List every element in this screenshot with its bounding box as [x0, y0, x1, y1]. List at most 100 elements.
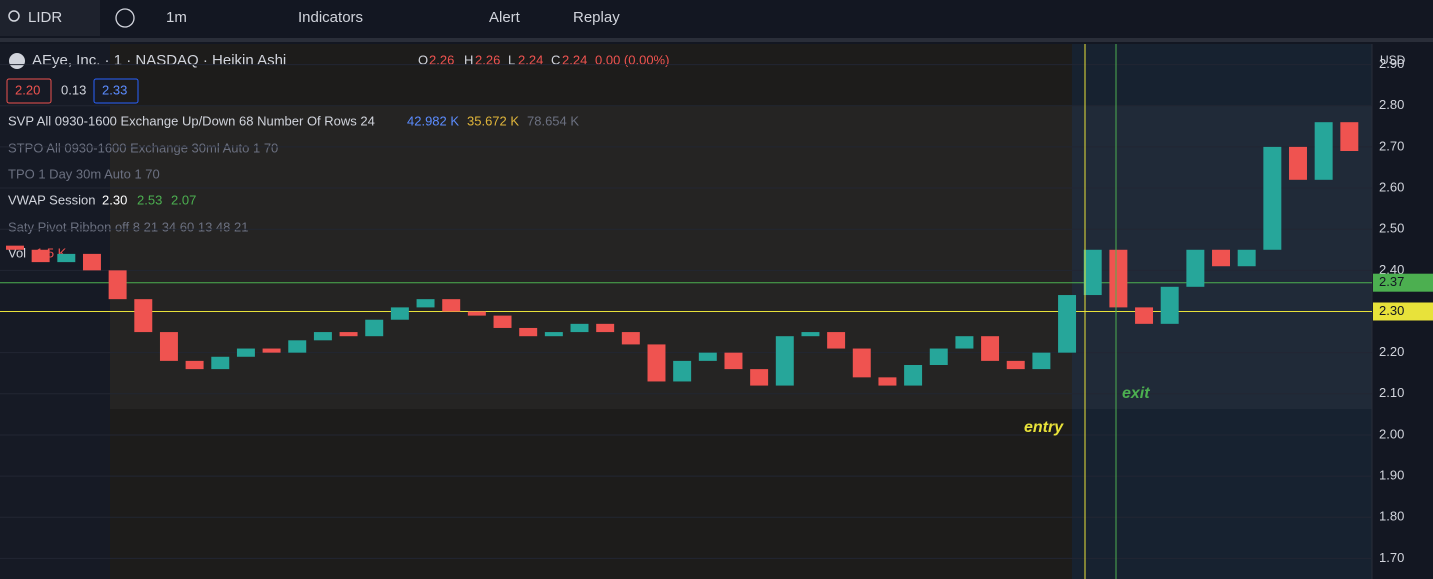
vwap-lower: 2.07 — [171, 192, 196, 207]
y-tick-label: 2.80 — [1379, 97, 1404, 112]
currency[interactable]: USD — [1380, 53, 1406, 67]
candle-body — [134, 299, 153, 333]
symbol[interactable]: LIDR — [28, 9, 62, 26]
candle-body — [1263, 146, 1282, 250]
tpo-legend: TPO 1 Day 30m Auto 1 70 — [8, 166, 160, 181]
candle-body — [519, 327, 538, 337]
interval[interactable]: 1m — [166, 9, 187, 26]
candle-body — [57, 253, 76, 263]
candle-body — [647, 344, 666, 382]
h-label: H — [464, 52, 473, 67]
y-tick-label: 2.50 — [1379, 221, 1404, 236]
level-tag — [1373, 302, 1433, 321]
candle-body — [827, 332, 846, 349]
candle-body — [467, 311, 486, 316]
ask[interactable]: 2.33 — [102, 82, 127, 97]
candle-body — [1058, 295, 1077, 353]
candle-body — [1160, 286, 1179, 324]
y-tick-label: 1.70 — [1379, 550, 1404, 565]
logo — [9, 53, 25, 69]
candle-body — [313, 332, 332, 341]
candle-body — [1186, 249, 1205, 287]
candle-body — [1135, 307, 1154, 324]
candle-body — [1237, 249, 1256, 267]
y-tick-label: 2.20 — [1379, 344, 1404, 359]
stpo-legend: STPO All 0930-1600 Exchange 30ml Auto 1 … — [8, 140, 278, 155]
toolbar-divider — [0, 38, 1433, 42]
candle-body — [724, 352, 743, 370]
annotation: entry — [1024, 419, 1064, 436]
o-label: O — [418, 52, 428, 67]
alert-button[interactable]: Alert — [489, 9, 521, 26]
ask-box[interactable] — [93, 78, 139, 104]
y-tick-label: 2.60 — [1379, 179, 1404, 194]
candle-body — [904, 365, 923, 386]
y-tick-label: 2.00 — [1379, 426, 1404, 441]
candle-body — [1314, 122, 1333, 180]
candle-body — [673, 360, 692, 382]
toolbar — [0, 0, 1433, 38]
annotation: exit — [1122, 385, 1150, 402]
indicators-button[interactable]: Indicators — [298, 9, 363, 26]
candle-body — [1109, 249, 1128, 308]
level-label: 2.30 — [1379, 303, 1404, 318]
candle-body — [955, 336, 974, 349]
svp-total: 78.654 K — [527, 113, 579, 128]
plot: entry exit — [0, 44, 1372, 579]
candle-body — [442, 299, 461, 312]
replay-button[interactable]: Replay — [573, 9, 620, 26]
candle-body — [211, 356, 230, 370]
l-label: L — [508, 52, 515, 67]
candle-body — [750, 369, 769, 386]
candle-body — [1212, 249, 1230, 267]
c-value: 2.24 — [562, 52, 587, 67]
legend-title: AEye, Inc. · 1 · NASDAQ · Heikin Ashi — [32, 52, 286, 69]
add-icon[interactable] — [115, 8, 135, 28]
svp-up: 42.982 K — [407, 113, 459, 128]
y-tick-label: 1.90 — [1379, 468, 1404, 483]
c-label: C — [551, 52, 560, 67]
candle-body — [929, 348, 948, 365]
candle-body — [852, 348, 871, 378]
candle-body — [262, 348, 281, 353]
candle-body — [185, 360, 204, 370]
h-value: 2.26 — [475, 52, 500, 67]
vwap-legend: VWAP Session — [8, 192, 95, 207]
y-tick-label: 2.10 — [1379, 385, 1404, 400]
candle-body — [1083, 249, 1102, 296]
change: 0.00 (0.00%) — [595, 52, 669, 67]
search-icon — [8, 10, 20, 22]
o-value: 2.26 — [429, 52, 454, 67]
vwap-value: 2.30 — [102, 192, 127, 207]
level-label: 2.37 — [1379, 274, 1404, 289]
y-tick-label: 2.70 — [1379, 138, 1404, 153]
candle-body — [570, 323, 589, 333]
l-value: 2.24 — [518, 52, 543, 67]
bid[interactable]: 2.20 — [15, 82, 40, 97]
candle-body — [1006, 360, 1025, 370]
candle-body — [390, 307, 409, 320]
bid-box[interactable] — [6, 78, 52, 104]
candle-body — [82, 253, 101, 271]
candle-body — [698, 352, 717, 361]
candle-body — [1340, 122, 1359, 151]
y-tick-label: 1.80 — [1379, 509, 1404, 524]
candle-body — [775, 336, 794, 386]
candle-body — [159, 332, 178, 361]
y-tick-label: 2.90 — [1379, 56, 1404, 71]
svp-legend: SVP All 0930-1600 Exchange Up/Down 68 Nu… — [8, 113, 375, 128]
candle-body — [1289, 146, 1307, 180]
candle-body — [981, 336, 1000, 361]
candle-body — [596, 323, 615, 333]
candle-body — [1032, 352, 1051, 370]
candle-body — [878, 377, 897, 386]
candle-body — [493, 315, 512, 328]
svp-down: 35.672 K — [467, 113, 519, 128]
symbol-box[interactable] — [0, 0, 100, 36]
candle-body — [621, 332, 640, 345]
y-tick-label: 2.40 — [1379, 262, 1404, 277]
candle-body — [544, 332, 563, 337]
spread: 0.13 — [61, 82, 86, 97]
